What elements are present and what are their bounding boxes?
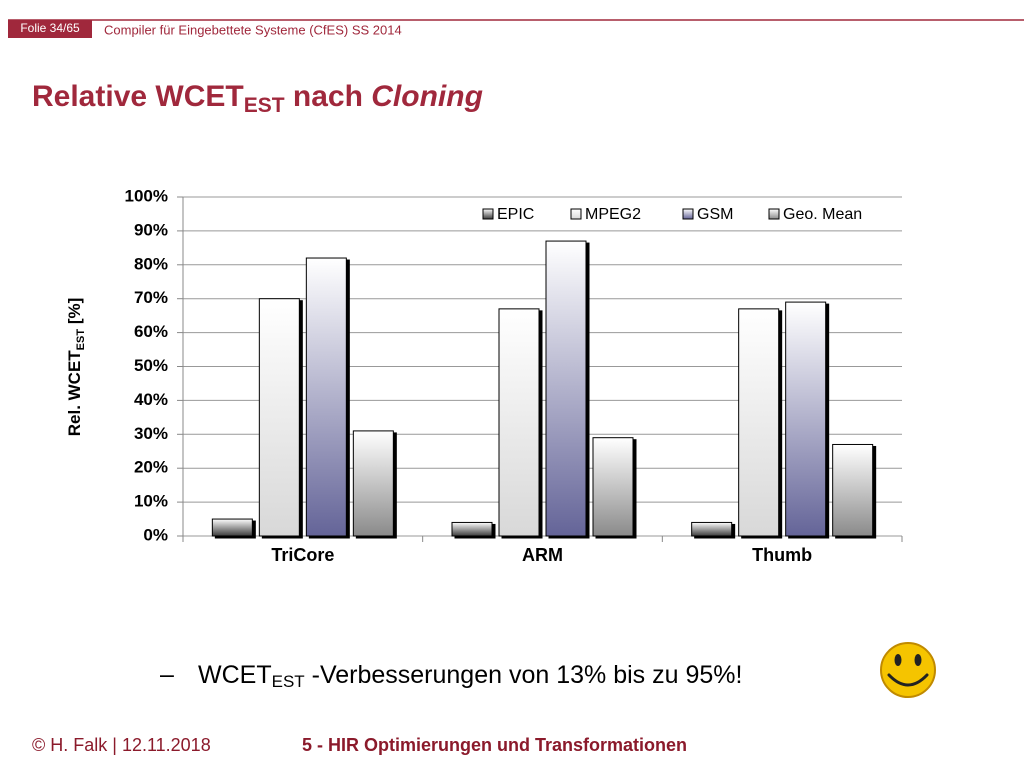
bullet-text: WCETEST -Verbesserungen von 13% bis zu 9… (198, 661, 742, 692)
bar (785, 301, 827, 537)
bar (545, 240, 587, 537)
bar (451, 521, 493, 537)
legend-swatch (482, 208, 494, 220)
y-tick-label: 100% (125, 186, 168, 205)
y-tick-label: 50% (134, 356, 168, 375)
y-tick-label: 30% (134, 424, 168, 443)
y-label-sub: EST (75, 329, 87, 351)
slide-number-box (8, 20, 92, 38)
title-emphasis: Cloning (371, 80, 483, 113)
y-label-unit: [%] (65, 298, 84, 329)
smiley (880, 642, 936, 698)
course-title: Compiler für Eingebettete Systeme (CfES)… (104, 22, 402, 37)
bullet-marker: – (160, 661, 174, 689)
footer-author: © H. Falk | 12.11.2018 (32, 735, 211, 755)
bar (352, 430, 394, 537)
bullet-sub: EST (272, 672, 305, 691)
bar (211, 518, 253, 537)
bar (258, 298, 300, 537)
y-tick-label: 20% (134, 458, 168, 477)
slide-title: Relative WCETEST nach Cloning (32, 80, 483, 117)
y-tick-label: 80% (134, 254, 168, 273)
slide-number: Folie 34/65 (20, 21, 80, 35)
title-main: Relative WCET (32, 80, 244, 113)
footer-chapter: 5 - HIR Optimierungen und Transformation… (302, 735, 687, 755)
bar (738, 308, 780, 537)
y-axis-label: Rel. WCETEST [%] (65, 298, 86, 437)
legend-label: MPEG2 (585, 206, 641, 223)
bar (691, 521, 733, 537)
bullet-rest: -Verbesserungen von 13% bis zu 95%! (305, 661, 743, 689)
bar (305, 257, 347, 537)
y-tick-label: 70% (134, 288, 168, 307)
bar (498, 308, 540, 537)
legend-swatch (768, 208, 780, 220)
bar (832, 443, 874, 537)
y-tick-label: 60% (134, 322, 168, 341)
x-tick-label: ARM (522, 545, 563, 565)
y-tick-label: 0% (143, 525, 168, 544)
x-tick-label: TriCore (271, 545, 334, 565)
y-tick-label: 10% (134, 492, 168, 511)
x-tick-label: Thumb (752, 545, 812, 565)
y-label-main: Rel. WCET (65, 350, 84, 437)
legend-label: Geo. Mean (783, 206, 862, 223)
y-tick-label: 90% (134, 220, 168, 239)
title-middle: nach (285, 80, 372, 113)
title-sub: EST (244, 94, 285, 117)
legend-swatch (570, 208, 582, 220)
bar (592, 437, 634, 537)
legend-label: EPIC (497, 206, 534, 223)
legend-label: GSM (697, 206, 733, 223)
bullet-main: WCET (198, 661, 272, 689)
legend-swatch (682, 208, 694, 220)
y-tick-label: 40% (134, 390, 168, 409)
